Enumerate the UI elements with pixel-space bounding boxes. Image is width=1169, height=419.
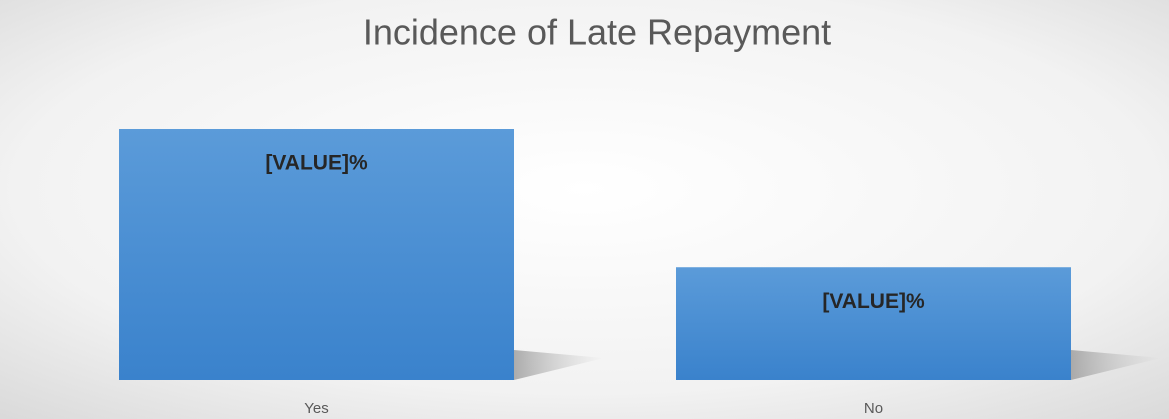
x-tick-label: Yes (304, 400, 328, 417)
bar (119, 129, 514, 380)
bar-shadow (1071, 350, 1161, 380)
data-label: [VALUE]% (822, 290, 925, 313)
bar-shadow (514, 350, 604, 380)
chart-title: Incidence of Late Repayment (363, 12, 831, 53)
x-tick-label: No (864, 400, 883, 417)
bar (676, 267, 1071, 380)
data-label: [VALUE]% (265, 152, 368, 175)
